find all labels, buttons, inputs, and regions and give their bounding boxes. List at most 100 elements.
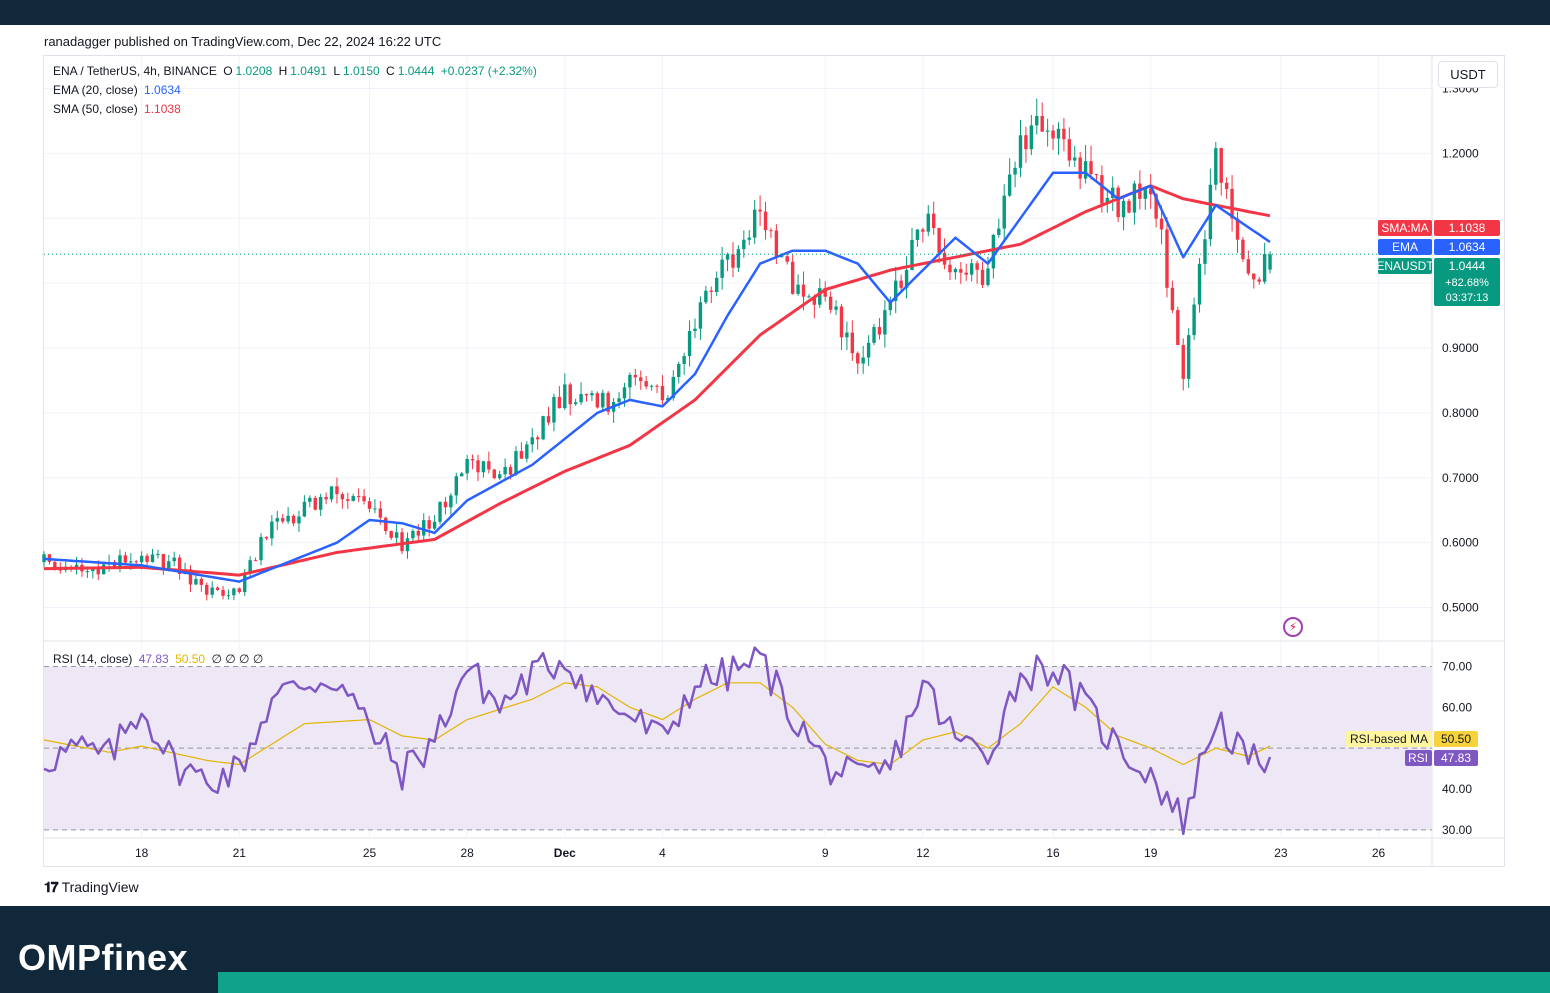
candle-body (877, 326, 882, 335)
currency-button[interactable]: USDT (1438, 61, 1498, 88)
rsi-tag-name: RSI (1408, 751, 1428, 765)
ema-legend[interactable]: EMA (20, close) 1.0634 (53, 83, 184, 97)
last-price-axis-label-value: 1.0444 (1449, 259, 1486, 273)
chart-frame (43, 55, 1505, 867)
candle-body (1094, 174, 1099, 176)
candle-body (129, 561, 133, 563)
candle-body (704, 290, 708, 303)
candle-body (769, 230, 773, 232)
rsi-line (43, 646, 1272, 836)
candle-body (986, 268, 990, 286)
candle-body (1073, 157, 1077, 161)
candle-body (796, 284, 800, 294)
top-bar (0, 0, 1550, 25)
time-tick-label: 9 (822, 846, 829, 860)
candle-body (1159, 218, 1164, 230)
candle-body (302, 501, 307, 517)
candle-body (921, 229, 925, 232)
candle-body (1062, 128, 1066, 140)
candle-body (226, 595, 231, 597)
candle-body (373, 508, 377, 510)
rsi-ma-tag-name: RSI-based MA (1350, 732, 1428, 746)
candle-body (1035, 116, 1039, 126)
candle-body (215, 587, 220, 590)
candle-body (519, 451, 524, 459)
candle-body (671, 376, 675, 399)
candle-body (145, 555, 149, 563)
rsi-tick-label: 30.00 (1442, 823, 1472, 837)
candle-body (378, 508, 383, 518)
candle-body (465, 459, 469, 474)
candle-body (801, 284, 806, 297)
candle-body (53, 561, 57, 570)
candle-body (649, 385, 654, 387)
candle-body (1029, 125, 1034, 150)
candle-body (785, 256, 789, 262)
candle-body (492, 469, 496, 479)
low-value: 1.0150 (343, 64, 380, 78)
footer-stripe (218, 972, 1550, 993)
high-value: 1.0491 (290, 64, 327, 78)
last-price-axis-label-name: ENAUSDT (1376, 259, 1434, 273)
candle-body (790, 261, 795, 294)
candle-body (948, 264, 952, 273)
candle-body (1143, 188, 1147, 199)
candle-body (454, 476, 458, 496)
candle-body (1002, 195, 1006, 229)
price-tick-label: 0.5000 (1442, 601, 1479, 615)
candle-body (742, 239, 746, 250)
candle-body (1241, 239, 1245, 260)
candle-body (997, 228, 1001, 235)
rsi-legend[interactable]: RSI (14, close) 47.83 50.50 ∅ ∅ ∅ ∅ (53, 652, 266, 666)
candle-body (628, 374, 632, 388)
candle-body (281, 518, 285, 522)
candle-body (639, 377, 643, 382)
candle-body (763, 211, 768, 231)
candle-body (1268, 254, 1272, 270)
candle-body (1018, 135, 1023, 168)
candle-body (1186, 335, 1191, 379)
candle-body (232, 588, 236, 596)
candle-body (758, 209, 762, 212)
candle-body (1219, 148, 1223, 183)
candle-body (58, 569, 62, 571)
candle-body (356, 496, 361, 498)
last-price-axis-label-extra: +82.68% (1445, 277, 1489, 289)
open-value: 1.0208 (235, 64, 273, 78)
candle-body (508, 467, 513, 475)
candle-body (194, 578, 198, 585)
price-tick-label: 1.2000 (1442, 146, 1479, 160)
candle-body (123, 555, 128, 563)
candle-body (264, 537, 269, 539)
candle-body (221, 589, 225, 596)
rsi-tick-label: 60.00 (1442, 700, 1472, 714)
candle-body (1045, 130, 1050, 132)
candle-body (850, 332, 855, 354)
candle-body (595, 393, 600, 408)
candle-body (964, 272, 968, 275)
candle-body (959, 269, 963, 273)
candle-body (584, 394, 589, 396)
candle-body (980, 269, 985, 286)
candle-body (904, 269, 909, 288)
axis-tag-bg (1378, 258, 1432, 274)
candle-body (1214, 148, 1218, 185)
candle-body (633, 374, 638, 378)
candle-body (1257, 279, 1261, 282)
price-tick-label: 0.7000 (1442, 471, 1479, 485)
candle-body (530, 437, 534, 445)
ema-value: 1.0634 (144, 83, 181, 97)
candle-body (1224, 182, 1229, 189)
sma-line (44, 184, 1271, 577)
symbol-legend: ENA / TetherUS, 4h, BINANCE O 1.0208 H 1.0… (53, 64, 540, 78)
candle-body (975, 263, 979, 270)
candle-body (275, 518, 279, 522)
candle-body (720, 259, 724, 278)
candle-body (845, 332, 849, 338)
lightning-icon[interactable]: ⚡ (1283, 617, 1303, 637)
candle-body (150, 554, 155, 563)
candle-body (85, 571, 90, 573)
price-tick-label: 0.6000 (1442, 536, 1479, 550)
sma-legend[interactable]: SMA (50, close) 1.1038 (53, 102, 184, 116)
